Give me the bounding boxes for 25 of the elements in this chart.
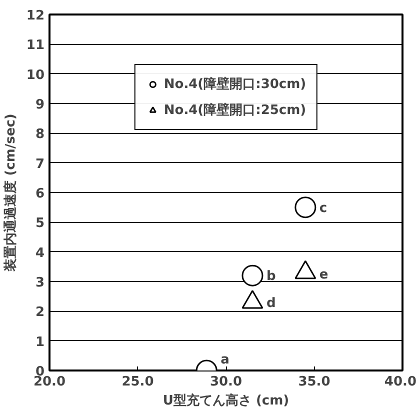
y-tick-label: 5 — [35, 216, 44, 232]
legend-label: No.4(障壁開口:30cm) — [164, 76, 306, 93]
y-tick-label: 6 — [35, 186, 44, 202]
y-tick-label: 12 — [26, 8, 45, 24]
legend-label: No.4(障壁開口:25cm) — [164, 102, 306, 119]
y-tick-label: 1 — [35, 334, 44, 350]
y-tick-label: 2 — [35, 305, 44, 320]
x-tick-label: 30.0 — [210, 374, 242, 390]
annotation: e — [319, 268, 328, 283]
y-tick-label: 10 — [26, 68, 45, 83]
x-tick-label: 40.0 — [384, 374, 416, 390]
y-tick-label: 8 — [35, 127, 44, 142]
y-tick-label: 7 — [35, 156, 44, 172]
x-axis-title: U型充てん高さ (cm) — [162, 392, 290, 408]
annotation: d — [266, 296, 276, 311]
x-tick-label: 25.0 — [122, 374, 154, 390]
x-tick-label: 35.0 — [298, 374, 330, 390]
annotation: c — [319, 200, 328, 216]
y-tick-label: 9 — [35, 98, 44, 112]
y-tick-label: 4 — [35, 246, 44, 261]
annotation: b — [266, 269, 276, 284]
annotation: a — [220, 352, 230, 368]
y-axis-title: 装置内通過速度 (cm/sec) — [2, 114, 18, 272]
y-tick-label: 3 — [35, 276, 44, 290]
y-tick-label: 11 — [26, 38, 45, 54]
